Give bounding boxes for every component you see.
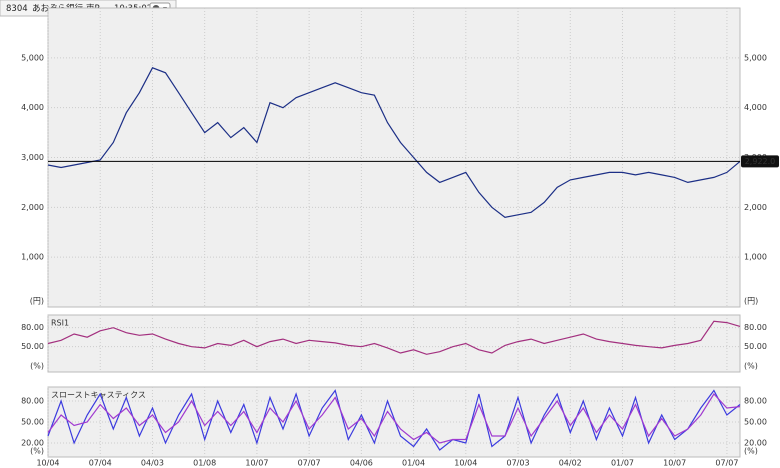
y-unit: (円) — [744, 297, 758, 306]
y-tick-label: 20.00 — [21, 439, 44, 448]
last-price-box — [741, 155, 779, 168]
y-tick-label: 5,000 — [744, 53, 767, 62]
y-tick-label: 1,000 — [744, 253, 767, 262]
x-tick-label: 04/02 — [559, 459, 582, 468]
data-line — [47, 389, 741, 451]
y-tick-label: 80.00 — [21, 397, 44, 406]
last-price-label: 2,922.0 — [745, 157, 776, 166]
x-tick-label: 10/07 — [245, 459, 268, 468]
data-line — [47, 320, 741, 355]
x-tick-label: 01/08 — [193, 459, 216, 468]
y-tick-label: 1,000 — [21, 253, 44, 262]
y-tick-label: 4,000 — [21, 103, 44, 112]
y-unit: (%) — [30, 362, 44, 371]
y-tick-label: 50.00 — [744, 342, 767, 351]
x-tick-label: 07/03 — [507, 459, 530, 468]
x-tick-label: 10/04 — [454, 459, 477, 468]
x-tick-label: 01/04 — [402, 459, 425, 468]
y-tick-label: 3,000 — [21, 153, 44, 162]
y-unit: (円) — [30, 297, 44, 306]
panel-title: RSI1 — [51, 319, 69, 328]
y-unit: (%) — [744, 447, 758, 456]
x-tick-label: 10/04 — [36, 459, 59, 468]
y-unit: (%) — [30, 447, 44, 456]
x-tick-label: 01/07 — [611, 459, 634, 468]
data-line — [47, 393, 741, 444]
x-tick-label: 07/07 — [715, 459, 738, 468]
y-tick-label: 20.00 — [744, 439, 767, 448]
x-tick-label: 07/07 — [298, 459, 321, 468]
y-tick-label: 80.00 — [744, 397, 767, 406]
x-tick-label: 04/03 — [141, 459, 164, 468]
x-tick-label: 07/04 — [89, 459, 112, 468]
x-tick-label: 10/07 — [663, 459, 686, 468]
y-tick-label: 50.00 — [21, 418, 44, 427]
y-tick-label: 50.00 — [744, 418, 767, 427]
y-tick-label: 2,000 — [21, 203, 44, 212]
y-tick-label: 80.00 — [744, 323, 767, 332]
y-tick-label: 80.00 — [21, 323, 44, 332]
plot-area — [47, 314, 741, 373]
x-tick-label: 04/06 — [350, 459, 373, 468]
stock-code: 8304 — [6, 4, 28, 14]
y-tick-label: 5,000 — [21, 53, 44, 62]
y-tick-label: 4,000 — [744, 103, 767, 112]
y-tick-label: 2,000 — [744, 203, 767, 212]
y-unit: (%) — [744, 362, 758, 371]
panel-title: スローストキャスティクス — [51, 391, 146, 400]
y-tick-label: 50.00 — [21, 342, 44, 351]
data-line — [47, 67, 741, 218]
